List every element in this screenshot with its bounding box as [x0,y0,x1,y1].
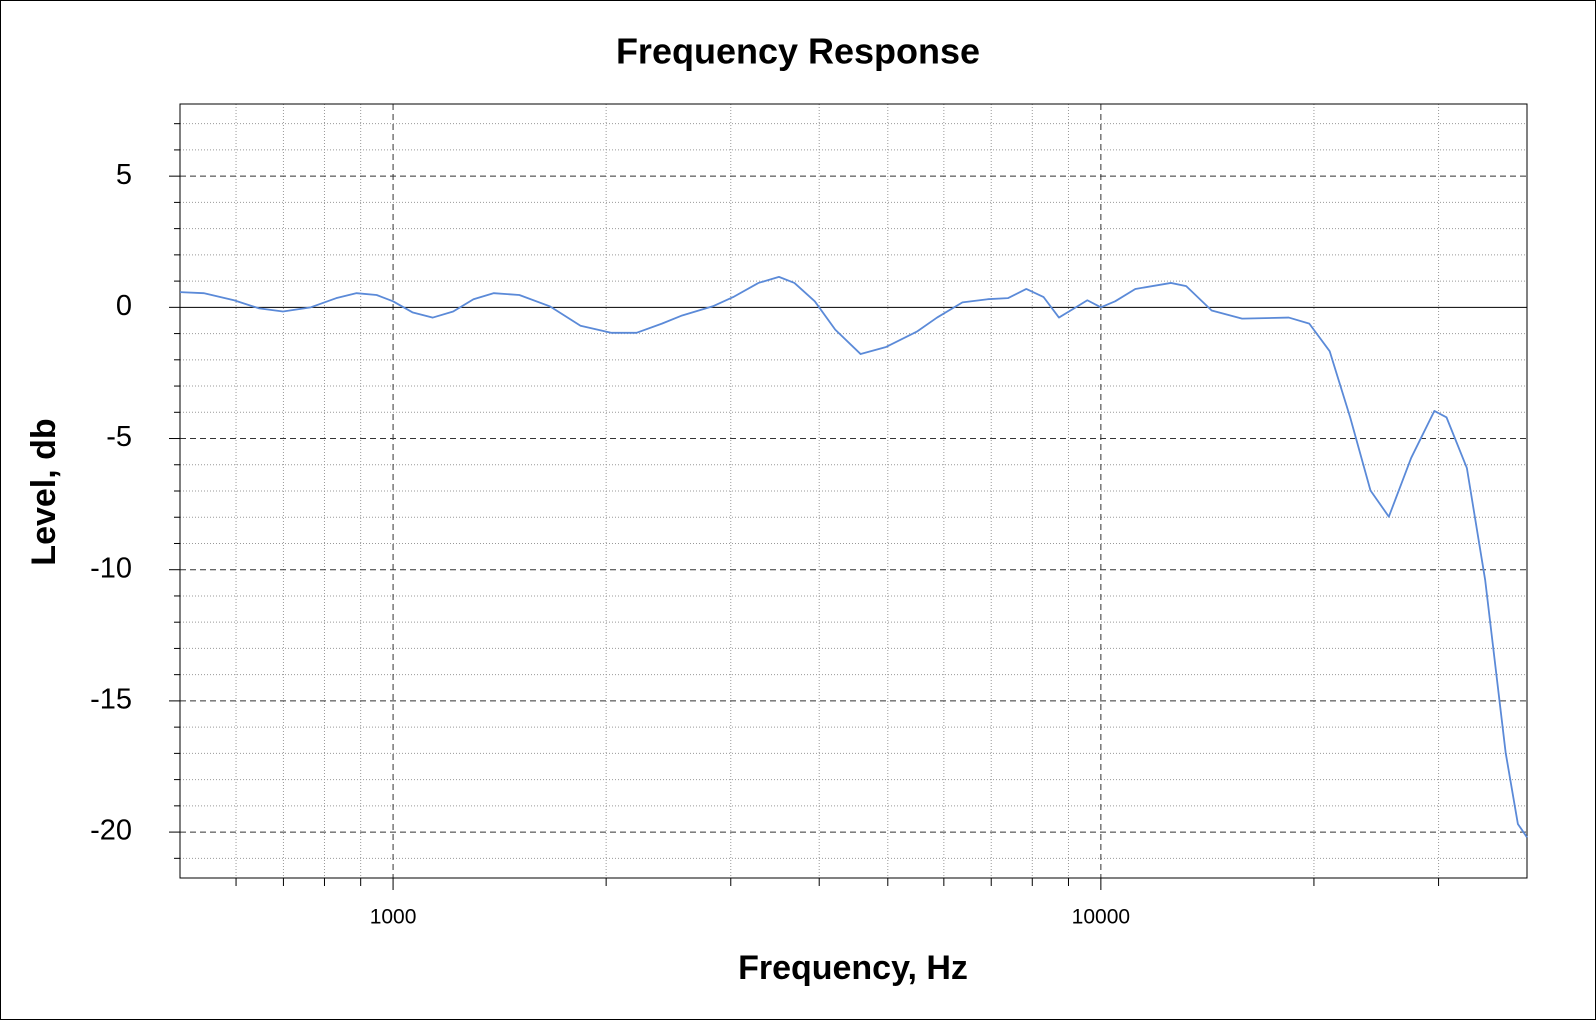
y-axis-label: Level, db [25,418,63,565]
y-tick-label: -20 [90,815,132,847]
y-tick-label: -15 [90,684,132,716]
plot-border [179,103,1528,879]
y-tick-label: -10 [90,552,132,584]
y-tick-label: -5 [106,421,132,453]
line-series [179,276,1528,838]
chart-title: Frequency Response [616,31,980,72]
y-tick-label: 0 [116,290,132,322]
y-tick-label: 5 [116,159,132,191]
x-tick-label: 1000 [370,906,417,929]
x-axis-label: Frequency, Hz [738,949,968,987]
x-tick-label: 10000 [1072,906,1130,929]
